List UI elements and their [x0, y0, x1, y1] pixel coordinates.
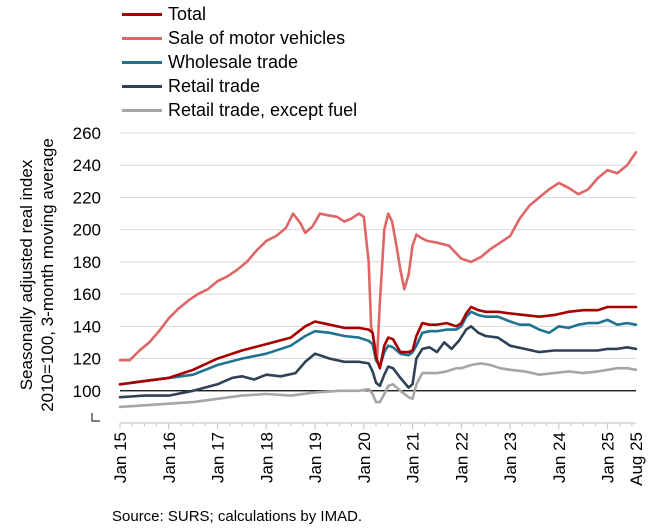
legend-item-total: Total: [122, 2, 357, 26]
legend-swatch: [122, 60, 162, 64]
legend-label: Retail trade: [168, 75, 261, 96]
y-tick-label: 200: [73, 221, 101, 240]
x-tick-label: Jan 19: [306, 432, 325, 483]
x-tick-label: Jan 21: [404, 432, 423, 483]
legend-item-retail-trade-except-fuel: Retail trade, except fuel: [122, 98, 357, 122]
source-note: Source: SURS; calculations by IMAD.: [112, 508, 363, 525]
series-line-retail-trade-except-fuel: [118, 362, 638, 409]
x-axis: [119, 422, 636, 429]
legend-label: Wholesale trade: [168, 51, 299, 72]
y-tick-label: 260: [73, 124, 101, 143]
legend-swatch: [122, 36, 162, 40]
y-axis-title-line-1: Seasonally adjusted real index: [17, 159, 36, 391]
series-lines: [118, 151, 638, 409]
gridlines: [120, 132, 636, 360]
x-tick-label: Jan 22: [452, 432, 471, 483]
x-axis-tick-labels: Jan 15 Jan 16 Jan 17 Jan 18 Jan 19 Jan 20 Jan …: [111, 432, 646, 486]
legend-item-wholesale-trade: Wholesale trade: [122, 50, 357, 74]
legend-label: Retail trade, except fuel: [168, 99, 358, 120]
axis-break-mark: [91, 413, 100, 422]
x-tick-label: Jan 20: [355, 432, 374, 483]
legend: Total Sale of motor vehicles Wholesale t…: [122, 2, 357, 122]
x-tick-label: Jan 24: [550, 432, 569, 483]
y-tick-label: 120: [73, 350, 101, 369]
x-tick-label: Jan 16: [160, 432, 179, 483]
legend-item-retail-trade: Retail trade: [122, 74, 357, 98]
y-tick-label: 180: [73, 253, 101, 272]
y-tick-label: 220: [73, 188, 101, 207]
series-line-wholesale-trade: [118, 310, 638, 386]
x-tick-label: Jan 25: [599, 432, 618, 483]
legend-label: Sale of motor vehicles: [168, 27, 346, 48]
x-tick-label: Aug 25: [627, 432, 646, 486]
y-tick-label: 100: [73, 382, 101, 401]
x-tick-label: Jan 18: [257, 432, 276, 483]
legend-swatch: [122, 84, 162, 88]
series-line-sale-of-motor-vehicles: [118, 151, 638, 362]
x-tick-label: Jan 17: [209, 432, 228, 483]
y-axis-title-text: Seasonally adjusted real index 2010=100,…: [16, 138, 58, 412]
y-tick-label: 140: [73, 317, 101, 336]
y-tick-label: 240: [73, 156, 101, 175]
legend-swatch: [122, 12, 162, 16]
x-tick-label: Jan 23: [501, 432, 520, 483]
y-axis-break-marker: [91, 413, 100, 422]
series-line-total: [118, 305, 638, 386]
y-axis-title-line-2: 2010=100, 3-month moving average: [38, 138, 57, 412]
legend-swatch: [122, 108, 162, 112]
series-line-retail-trade: [118, 324, 638, 399]
x-tick-label: Jan 15: [111, 432, 130, 483]
y-tick-label: 160: [73, 285, 101, 304]
legend-item-sale-of-motor-vehicles: Sale of motor vehicles: [122, 26, 357, 50]
legend-label: Total: [168, 3, 207, 24]
y-axis-tick-labels: 100 120 140 160 180 200 220 240 260: [73, 124, 101, 401]
